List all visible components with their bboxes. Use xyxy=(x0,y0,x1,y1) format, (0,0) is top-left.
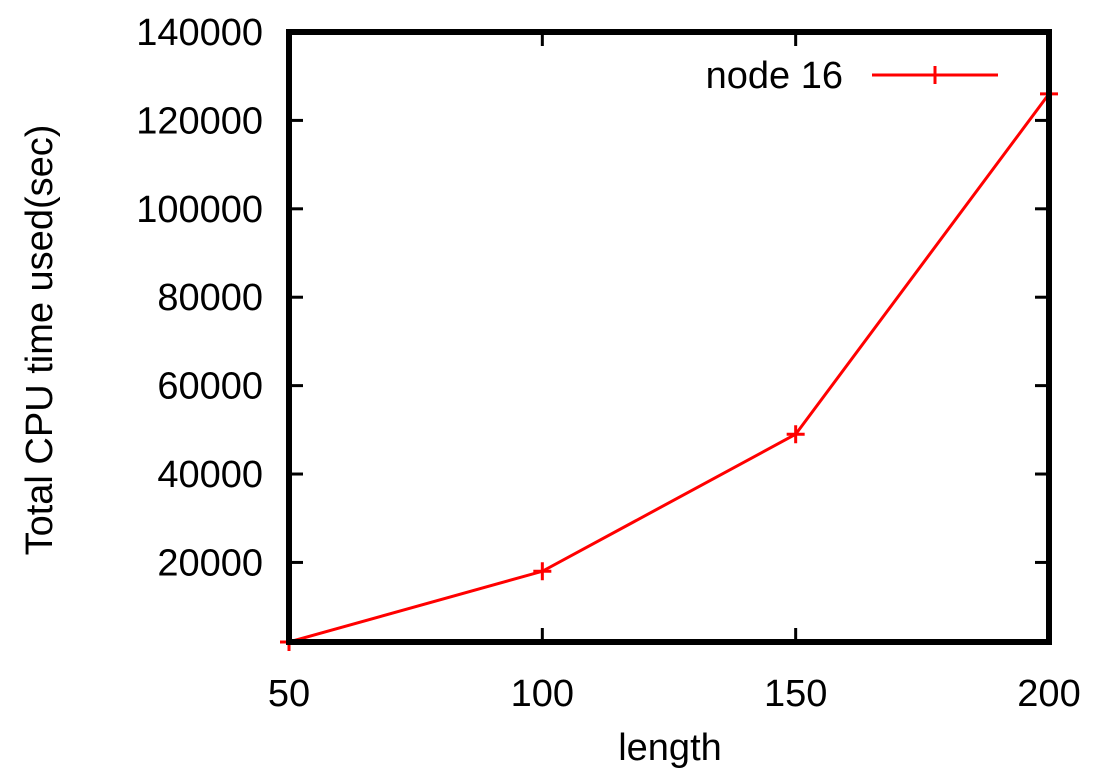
legend-label: node 16 xyxy=(706,55,843,97)
y-tick-label: 20000 xyxy=(157,542,263,584)
series-layer xyxy=(280,84,1058,651)
x-tick-label: 200 xyxy=(1017,673,1080,715)
y-axis-title: Total CPU time used(sec) xyxy=(19,125,61,556)
y-tick-label: 80000 xyxy=(157,277,263,319)
legend: node 16 xyxy=(706,55,998,97)
y-tick-labels: 20000 40000 60000 80000 100000 120000 140000 xyxy=(136,12,263,584)
series-line xyxy=(288,92,1051,644)
y-tick-label: 120000 xyxy=(136,100,263,142)
y-tick-label: 60000 xyxy=(157,366,263,408)
x-tick-label: 100 xyxy=(511,673,574,715)
x-tick-labels: 50 100 150 200 xyxy=(268,673,1081,715)
y-tick-label: 40000 xyxy=(157,454,263,496)
plot-frame xyxy=(286,29,1052,645)
x-axis-title: length xyxy=(618,727,722,769)
data-point-marker xyxy=(786,425,805,444)
tick-marks xyxy=(287,30,1051,642)
y-tick-label: 140000 xyxy=(136,12,263,54)
y-tick-label: 100000 xyxy=(136,189,263,231)
x-tick-label: 50 xyxy=(268,673,310,715)
data-point-marker xyxy=(533,562,552,581)
legend-marker xyxy=(926,66,944,84)
x-tick-label: 150 xyxy=(764,673,827,715)
